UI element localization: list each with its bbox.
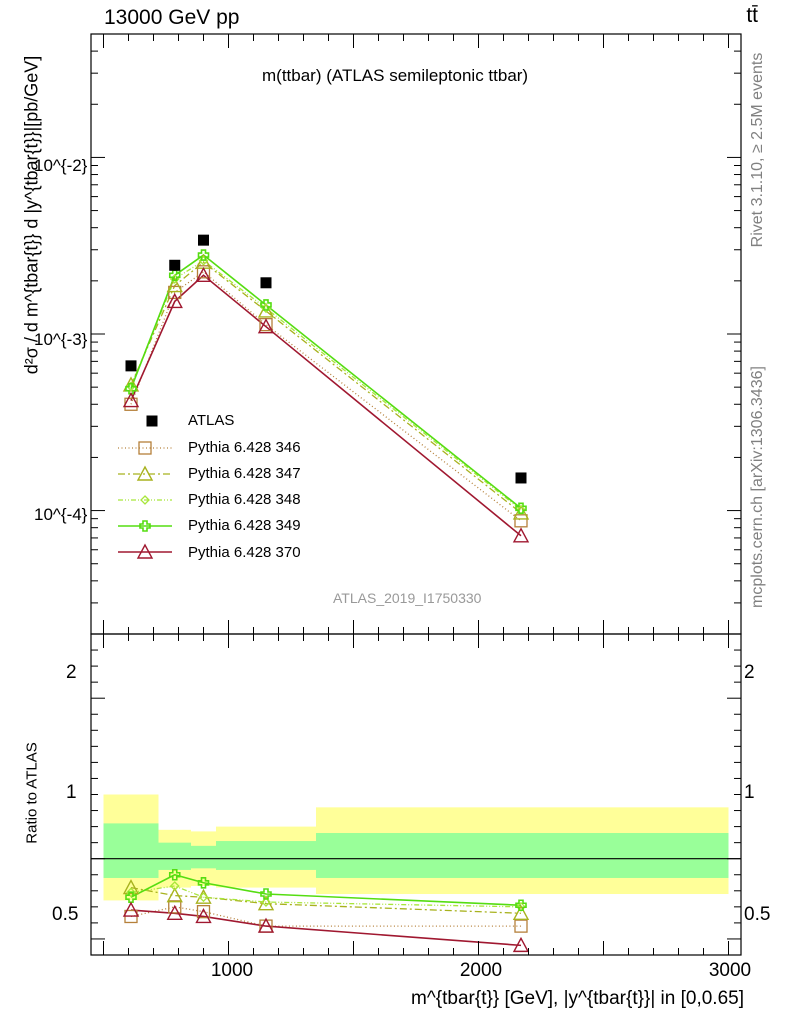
series-marker-ratio <box>512 936 530 953</box>
stat-uncertainty-band <box>316 833 729 878</box>
series-line-main <box>130 270 522 522</box>
series-marker-ratio <box>122 879 140 895</box>
series-line-ratio <box>130 909 522 947</box>
xtick-label: 1000 <box>210 960 254 981</box>
series-marker-ratio <box>125 891 137 904</box>
stat-uncertainty-band <box>191 845 216 869</box>
data-markers <box>122 234 530 953</box>
series-marker-ratio <box>126 887 136 898</box>
series-marker-ratio <box>261 897 271 907</box>
ratio-ytick-label-left: 2 <box>66 662 77 683</box>
legend-label-series: Pythia 6.428 349 <box>188 517 301 534</box>
legend-symbol-marker <box>139 520 151 532</box>
legend <box>118 415 172 559</box>
series-marker-main <box>257 302 275 318</box>
ratio-ytick-label-right: 0.5 <box>744 904 771 925</box>
legend-label-series: Pythia 6.428 346 <box>188 439 301 456</box>
legend-label-series: Pythia 6.428 370 <box>188 544 301 561</box>
series-marker-main <box>168 285 182 300</box>
xtick-label: 2000 <box>459 960 503 981</box>
series-marker-ratio <box>168 868 181 881</box>
series-marker-main <box>514 514 528 528</box>
series-marker-ratio <box>166 887 183 903</box>
series-marker-main <box>512 504 530 520</box>
series-marker-ratio <box>260 888 272 900</box>
series-marker-ratio <box>514 919 528 933</box>
series-line-main <box>130 274 522 537</box>
collision-energy-label: 13000 GeV pp <box>104 6 240 29</box>
legend-symbol-marker <box>136 543 154 559</box>
series-line-ratio <box>130 886 522 914</box>
ratio-error-bands <box>91 794 741 901</box>
series-marker-main <box>512 527 530 543</box>
series-marker-main <box>166 277 183 293</box>
atlas-data-point <box>515 472 527 484</box>
atlas-data-point <box>169 259 181 271</box>
series-marker-main <box>122 392 140 408</box>
x-axis-label: m^{tbar{t}} [GeV], |y^{tbar{t}}| in [0,0… <box>411 988 744 1009</box>
rivet-version-label: Rivet 3.1.10, ≥ 2.5M events <box>749 52 766 248</box>
series-marker-main <box>125 382 137 395</box>
ratio-ytick-label-right: 2 <box>744 662 755 683</box>
series-marker-ratio <box>512 904 530 920</box>
ratio-panel-frame <box>90 633 742 956</box>
main-ytick-label: 10^{-3} <box>34 330 88 349</box>
ratio-y-axis-label: Ratio to ATLAS <box>23 742 41 844</box>
mcplots-reference-label: mcplots.cern.ch [arXiv:1306.3436] <box>749 366 766 608</box>
stat-uncertainty-band <box>216 841 316 870</box>
series-line-ratio <box>130 906 521 927</box>
atlas-data-point <box>260 277 272 289</box>
series-marker-main <box>195 266 212 282</box>
process-label: tt̄ <box>746 4 758 27</box>
legend-symbol-marker <box>140 495 150 505</box>
series-marker-ratio <box>195 908 212 924</box>
main-ytick-label: 10^{-4} <box>34 505 88 524</box>
series-marker-main <box>166 292 183 309</box>
stat-uncertainty-band <box>103 823 159 878</box>
series-marker-main <box>257 318 275 334</box>
series-marker-ratio <box>196 905 211 919</box>
ratio-ytick-label-right: 1 <box>744 782 755 803</box>
ratio-ytick-label-left: 0.5 <box>52 904 79 925</box>
atlas-data-point <box>198 234 209 246</box>
stat-uncertainty-band <box>158 842 191 870</box>
series-line-main <box>130 261 522 514</box>
main-y-axis-label: d²σ / d m^{tbar{t}} d |y^{tbar{t}}|[pb/G… <box>21 55 42 375</box>
series-line-ratio <box>130 873 522 907</box>
series-marker-ratio <box>515 899 527 912</box>
series-line-ratio <box>130 885 522 908</box>
series-marker-main <box>260 299 272 311</box>
series-marker-ratio <box>166 904 183 920</box>
legend-symbol-marker <box>138 441 152 455</box>
legend-label-series: Pythia 6.428 347 <box>188 465 301 482</box>
atlas-data-point <box>125 360 137 372</box>
series-marker-ratio <box>169 881 180 891</box>
series-marker-main <box>197 249 210 261</box>
series-marker-main <box>515 502 527 515</box>
analysis-id-watermark: ATLAS_2019_I1750330 <box>333 590 482 606</box>
series-marker-ratio <box>257 917 275 933</box>
xtick-label: 3000 <box>708 960 752 981</box>
main-ytick-label: 10^{-2} <box>34 156 88 175</box>
legend-label-data: ATLAS <box>188 412 235 429</box>
series-marker-ratio <box>168 900 182 914</box>
series-marker-ratio <box>197 876 210 889</box>
series-marker-main <box>196 265 211 279</box>
legend-symbol-data <box>146 415 158 427</box>
legend-label-series: Pythia 6.428 348 <box>188 491 301 508</box>
series-marker-ratio <box>122 901 140 917</box>
axis-ticks <box>91 33 741 956</box>
ratio-ytick-label-left: 1 <box>66 782 77 803</box>
series-marker-main <box>168 269 181 282</box>
legend-symbol-marker <box>136 465 154 481</box>
series-marker-ratio <box>198 892 209 903</box>
plot-title: m(ttbar) (ATLAS semileptonic ttbar) <box>262 66 529 85</box>
